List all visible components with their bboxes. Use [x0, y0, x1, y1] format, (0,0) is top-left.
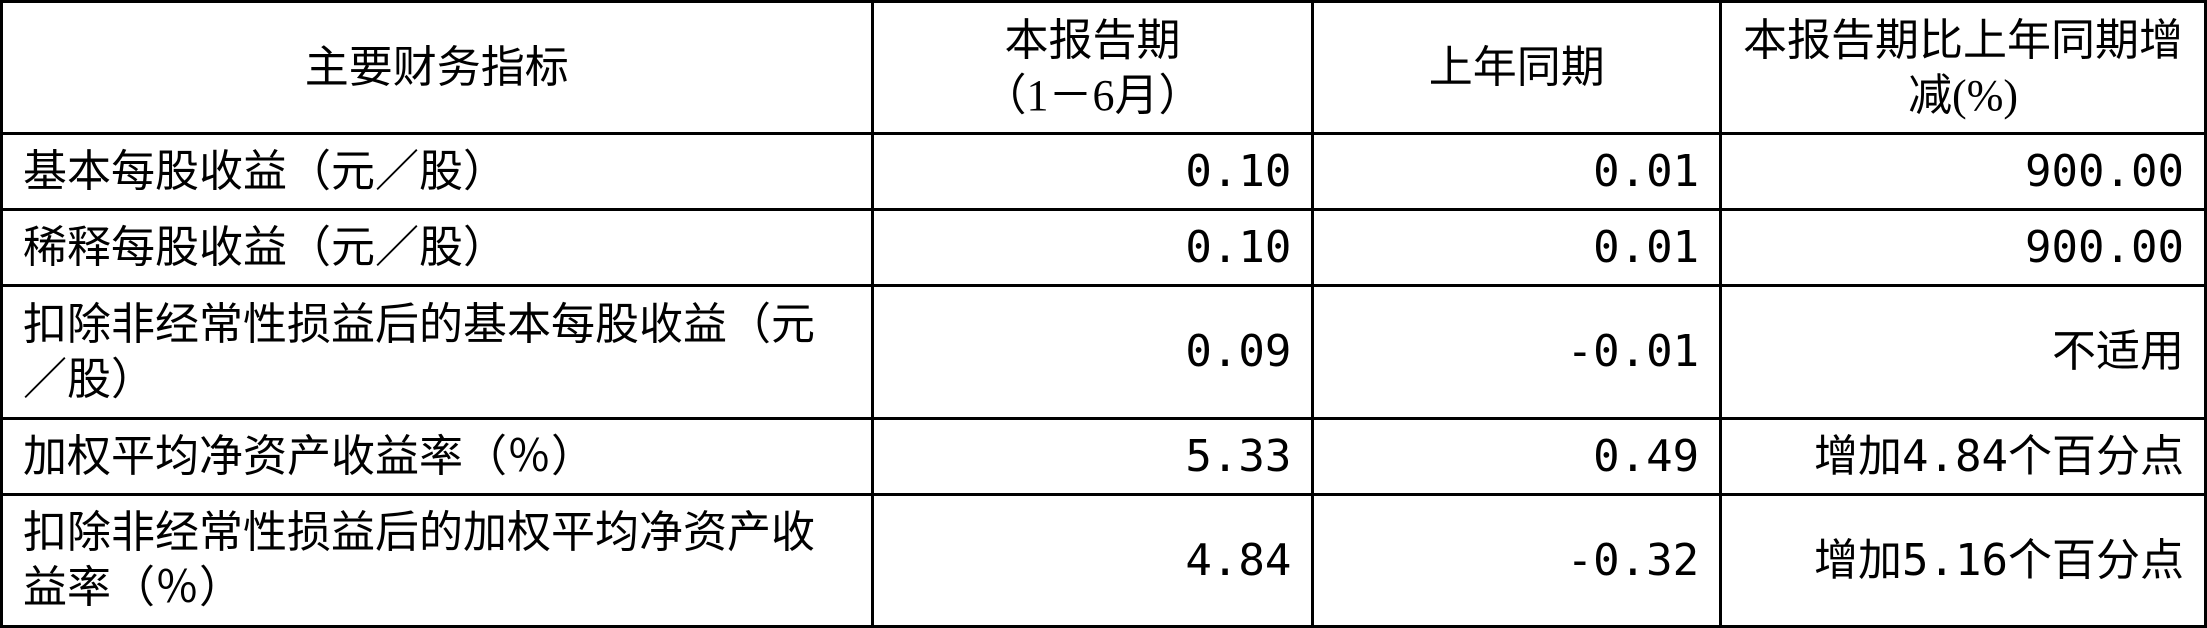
cell-current: 4.84	[872, 494, 1313, 626]
cell-change: 900.00	[1721, 210, 2206, 286]
cell-prior: 0.49	[1313, 418, 1721, 494]
cell-indicator: 稀释每股收益（元／股）	[2, 210, 873, 286]
cell-current: 0.09	[872, 286, 1313, 418]
column-header-prior: 上年同期	[1313, 2, 1721, 134]
cell-current: 5.33	[872, 418, 1313, 494]
table-row: 加权平均净资产收益率（％）5.330.49增加4.84个百分点	[2, 418, 2206, 494]
table-row: 基本每股收益（元／股）0.100.01900.00	[2, 134, 2206, 210]
column-header-current: 本报告期（1－6月）	[872, 2, 1313, 134]
cell-change: 不适用	[1721, 286, 2206, 418]
cell-prior: -0.32	[1313, 494, 1721, 626]
table-header-row: 主要财务指标本报告期（1－6月）上年同期本报告期比上年同期增减(%)	[2, 2, 2206, 134]
table-body: 主要财务指标本报告期（1－6月）上年同期本报告期比上年同期增减(%)基本每股收益…	[2, 2, 2206, 627]
cell-prior: 0.01	[1313, 134, 1721, 210]
cell-indicator: 基本每股收益（元／股）	[2, 134, 873, 210]
cell-change: 增加4.84个百分点	[1721, 418, 2206, 494]
cell-indicator: 扣除非经常性损益后的加权平均净资产收益率（％）	[2, 494, 873, 626]
table-row: 扣除非经常性损益后的加权平均净资产收益率（％）4.84-0.32增加5.16个百…	[2, 494, 2206, 626]
financial-indicators-table: 主要财务指标本报告期（1－6月）上年同期本报告期比上年同期增减(%)基本每股收益…	[0, 0, 2207, 628]
cell-change: 900.00	[1721, 134, 2206, 210]
table-row: 稀释每股收益（元／股）0.100.01900.00	[2, 210, 2206, 286]
cell-indicator: 扣除非经常性损益后的基本每股收益（元／股）	[2, 286, 873, 418]
column-header-indicator: 主要财务指标	[2, 2, 873, 134]
cell-indicator: 加权平均净资产收益率（％）	[2, 418, 873, 494]
cell-prior: 0.01	[1313, 210, 1721, 286]
table-row: 扣除非经常性损益后的基本每股收益（元／股）0.09-0.01不适用	[2, 286, 2206, 418]
column-header-change: 本报告期比上年同期增减(%)	[1721, 2, 2206, 134]
cell-prior: -0.01	[1313, 286, 1721, 418]
cell-change: 增加5.16个百分点	[1721, 494, 2206, 626]
financial-table-container: 主要财务指标本报告期（1－6月）上年同期本报告期比上年同期增减(%)基本每股收益…	[0, 0, 2207, 628]
cell-current: 0.10	[872, 134, 1313, 210]
cell-current: 0.10	[872, 210, 1313, 286]
